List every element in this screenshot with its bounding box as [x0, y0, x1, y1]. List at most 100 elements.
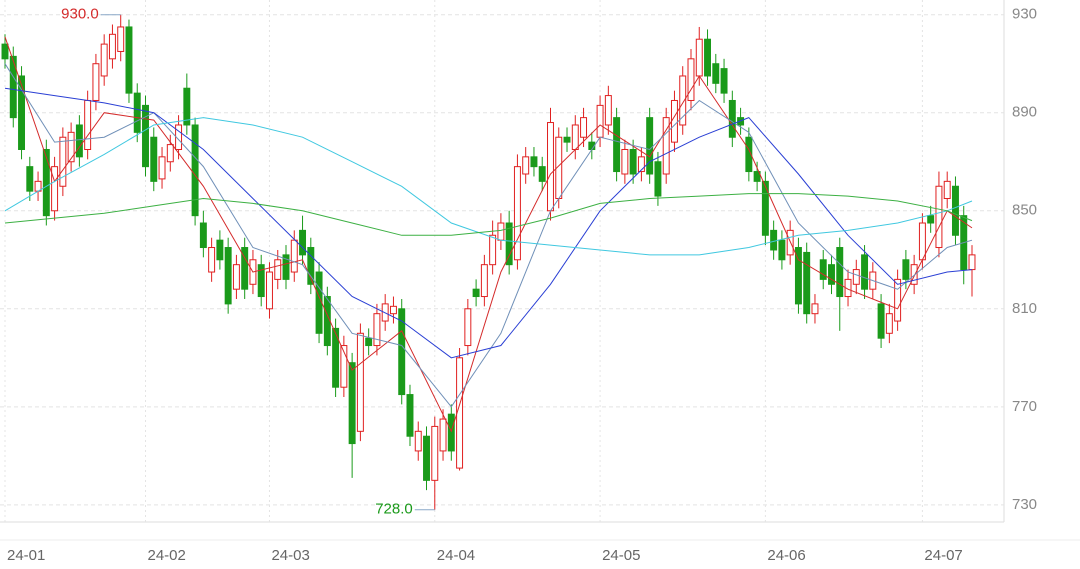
candle-body — [646, 117, 654, 175]
candle-body — [885, 313, 893, 334]
candle-body — [761, 180, 769, 236]
x-tick-label: 24-03 — [271, 547, 309, 564]
x-tick-label: 24-01 — [7, 547, 45, 564]
x-tick-label: 24-06 — [767, 547, 805, 564]
candle-body — [836, 247, 844, 298]
candle-body — [662, 117, 670, 175]
candle-body — [480, 264, 488, 298]
candle-body — [803, 251, 811, 315]
candle-body — [108, 33, 116, 60]
candle-body — [175, 124, 183, 150]
candle-body — [720, 68, 728, 94]
candle-body — [712, 63, 720, 84]
candle-body — [51, 166, 59, 212]
candle-body — [472, 288, 480, 298]
x-tick-label: 24-07 — [924, 547, 962, 564]
candle-body — [968, 254, 976, 271]
candle-body — [745, 136, 753, 173]
candle-body — [75, 124, 83, 158]
y-tick-label: 890 — [1012, 104, 1037, 121]
candle-body — [497, 222, 505, 241]
candle-body — [26, 166, 34, 192]
candle-body — [406, 394, 414, 437]
candle-body — [778, 239, 786, 261]
candle-body — [687, 58, 695, 101]
candle-body — [530, 156, 538, 168]
candle-body — [257, 264, 265, 298]
candle-body — [439, 418, 447, 452]
candle-body — [423, 435, 430, 481]
candle-body — [629, 148, 637, 175]
candle-body — [935, 185, 943, 249]
candle-body — [621, 148, 629, 175]
candle-body — [753, 171, 761, 182]
x-tick-label: 24-04 — [437, 547, 475, 564]
candle-body — [84, 99, 92, 150]
candle-body — [927, 215, 935, 224]
candle-body — [191, 124, 199, 217]
candle-body — [166, 144, 174, 163]
candle-body — [811, 303, 819, 315]
candle-body — [728, 99, 736, 138]
candle-body — [365, 337, 373, 347]
candle-body — [596, 104, 604, 138]
y-tick-label: 770 — [1012, 398, 1037, 415]
candle-body — [464, 308, 472, 347]
candle-body — [315, 271, 323, 334]
candle-body — [794, 247, 802, 305]
candle-body — [604, 95, 612, 126]
y-tick-label: 930 — [1012, 6, 1037, 23]
candle-body — [910, 264, 918, 285]
candle-body — [398, 308, 406, 396]
moving-average-line — [4, 87, 973, 359]
annotation-label: 728.0 — [375, 501, 413, 518]
candle-body — [414, 430, 422, 452]
candle-body — [348, 362, 356, 445]
candle-body — [290, 239, 298, 273]
moving-average-line — [4, 193, 973, 236]
y-tick-label: 850 — [1012, 202, 1037, 219]
candle-body — [522, 156, 530, 175]
candle-body — [538, 166, 546, 182]
candle-body — [241, 247, 249, 290]
candle-body — [125, 26, 133, 94]
candle-body — [224, 247, 232, 305]
moving-average-line — [4, 117, 973, 256]
candle-body — [18, 75, 26, 150]
candle-body — [828, 264, 835, 285]
candle-body — [1, 43, 9, 60]
candle-body — [67, 131, 75, 163]
candle-body — [42, 148, 50, 217]
candle-body — [951, 185, 959, 236]
moving-average-line — [4, 36, 973, 433]
candle-body — [208, 247, 216, 273]
candle-body — [670, 99, 678, 143]
candle-body — [274, 259, 282, 280]
moving-average-line — [4, 63, 973, 408]
candle-body — [199, 222, 207, 249]
candle-body — [340, 345, 348, 388]
candle-body — [299, 229, 307, 256]
candle-body — [183, 87, 191, 126]
candle-body — [943, 180, 951, 200]
candle-body — [307, 247, 315, 285]
candle-body — [59, 136, 67, 187]
candle-body — [323, 296, 331, 347]
candle-body — [266, 271, 273, 310]
candle-body — [332, 327, 340, 388]
x-tick-label: 24-02 — [148, 547, 186, 564]
candle-body — [819, 259, 827, 280]
candle-body — [92, 63, 100, 101]
x-tick-label: 24-05 — [602, 547, 640, 564]
candle-body — [505, 222, 513, 266]
candle-body — [654, 161, 662, 197]
candle-body — [9, 55, 17, 119]
candle-body — [770, 229, 778, 251]
candle-body — [356, 332, 364, 432]
candle-body — [158, 156, 166, 180]
candle-body — [852, 269, 860, 285]
candle-body — [447, 413, 455, 452]
candle-body — [100, 43, 108, 77]
candle-body — [704, 38, 711, 77]
